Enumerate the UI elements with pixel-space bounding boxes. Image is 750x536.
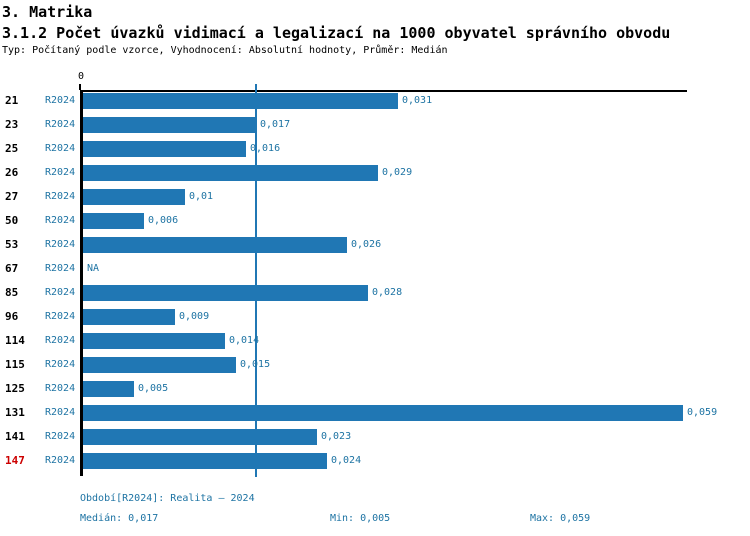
- bar: [83, 357, 236, 373]
- row-id-label: 67: [5, 262, 19, 275]
- bar: [83, 381, 134, 397]
- row-period-label: R2024: [45, 335, 76, 346]
- bar: [83, 405, 683, 421]
- bar: [83, 453, 327, 469]
- x-axis-zero-label: 0: [77, 71, 85, 82]
- median-reference-line: [255, 84, 257, 477]
- row-period-label: R2024: [45, 239, 76, 250]
- row-id-label: 141: [5, 430, 25, 443]
- median-stat: Medián: 0,017: [80, 513, 159, 524]
- bar-value-label: 0,059: [687, 407, 718, 418]
- bar-value-label: 0,031: [402, 95, 433, 106]
- y-axis-line: [80, 90, 83, 476]
- row-period-label: R2024: [45, 359, 76, 370]
- na-value-label: NA: [87, 263, 100, 274]
- bar: [83, 213, 144, 229]
- bar-value-label: 0,006: [148, 215, 179, 226]
- bar: [83, 237, 347, 253]
- bar-value-label: 0,009: [179, 311, 210, 322]
- bar-value-label: 0,028: [372, 287, 403, 298]
- x-axis-zero-tick: [79, 84, 81, 90]
- row-period-label: R2024: [45, 191, 76, 202]
- row-period-label: R2024: [45, 263, 76, 274]
- chart-meta: Typ: Počítaný podle vzorce, Vyhodnocení:…: [2, 45, 448, 56]
- row-period-label: R2024: [45, 215, 76, 226]
- chart-row: 125 R2024 0,005: [0, 379, 750, 403]
- row-period-label: R2024: [45, 119, 76, 130]
- period-legend: Období[R2024]: Realita – 2024: [80, 493, 255, 504]
- bar-value-label: 0,015: [240, 359, 271, 370]
- chart-row: 21 R2024 0,031: [0, 91, 750, 115]
- row-period-label: R2024: [45, 407, 76, 418]
- row-period-label: R2024: [45, 431, 76, 442]
- row-id-label: 147: [5, 454, 25, 467]
- chart-row: 141 R2024 0,023: [0, 427, 750, 451]
- row-period-label: R2024: [45, 311, 76, 322]
- x-axis-line: [80, 90, 687, 92]
- row-period-label: R2024: [45, 287, 76, 298]
- row-period-label: R2024: [45, 383, 76, 394]
- bar-value-label: 0,016: [250, 143, 281, 154]
- bar: [83, 93, 398, 109]
- chart-row: 53 R2024 0,026: [0, 235, 750, 259]
- bar: [83, 165, 378, 181]
- row-id-label: 114: [5, 334, 25, 347]
- row-period-label: R2024: [45, 455, 76, 466]
- chart-row: 23 R2024 0,017: [0, 115, 750, 139]
- row-id-label: 53: [5, 238, 19, 251]
- bar-value-label: 0,029: [382, 167, 413, 178]
- bar: [83, 285, 368, 301]
- row-period-label: R2024: [45, 167, 76, 178]
- max-stat: Max: 0,059: [530, 513, 591, 524]
- rows: 21 R2024 0,031 23 R2024 0,017 25 R2024 0,016 26 R2…: [0, 91, 750, 475]
- row-id-label: 115: [5, 358, 25, 371]
- chart-title: 3.1.2 Počet úvazků vidimací a legalizací…: [2, 24, 671, 42]
- row-id-label: 21: [5, 94, 19, 107]
- bar-value-label: 0,023: [321, 431, 352, 442]
- row-id-label: 50: [5, 214, 19, 227]
- bar: [83, 189, 185, 205]
- bar-value-label: 0,014: [229, 335, 260, 346]
- row-id-label: 25: [5, 142, 19, 155]
- chart-row: 96 R2024 0,009: [0, 307, 750, 331]
- chart-row: 131 R2024 0,059: [0, 403, 750, 427]
- bar: [83, 429, 317, 445]
- bar-value-label: 0,017: [260, 119, 291, 130]
- bar-value-label: 0,026: [351, 239, 382, 250]
- bar: [83, 309, 175, 325]
- row-period-label: R2024: [45, 143, 76, 154]
- bar-value-label: 0,005: [138, 383, 169, 394]
- chart-row: 25 R2024 0,016: [0, 139, 750, 163]
- row-id-label: 23: [5, 118, 19, 131]
- row-id-label: 26: [5, 166, 19, 179]
- bar: [83, 117, 256, 133]
- chart-row: 26 R2024 0,029: [0, 163, 750, 187]
- bar-value-label: 0,01: [189, 191, 214, 202]
- row-id-label: 96: [5, 310, 19, 323]
- bar-value-label: 0,024: [331, 455, 362, 466]
- page-title: 3. Matrika: [2, 3, 93, 21]
- row-id-label: 85: [5, 286, 19, 299]
- chart-row: 50 R2024 0,006: [0, 211, 750, 235]
- chart-row: 27 R2024 0,01: [0, 187, 750, 211]
- row-id-label: 131: [5, 406, 25, 419]
- row-id-label: 27: [5, 190, 19, 203]
- chart-row: 115 R2024 0,015: [0, 355, 750, 379]
- row-period-label: R2024: [45, 95, 76, 106]
- chart-row: 147 R2024 0,024: [0, 451, 750, 475]
- min-stat: Min: 0,005: [330, 513, 391, 524]
- row-id-label: 125: [5, 382, 25, 395]
- chart-row: 67 R2024 NA: [0, 259, 750, 283]
- bar: [83, 333, 225, 349]
- chart-row: 85 R2024 0,028: [0, 283, 750, 307]
- bar: [83, 141, 246, 157]
- chart-row: 114 R2024 0,014: [0, 331, 750, 355]
